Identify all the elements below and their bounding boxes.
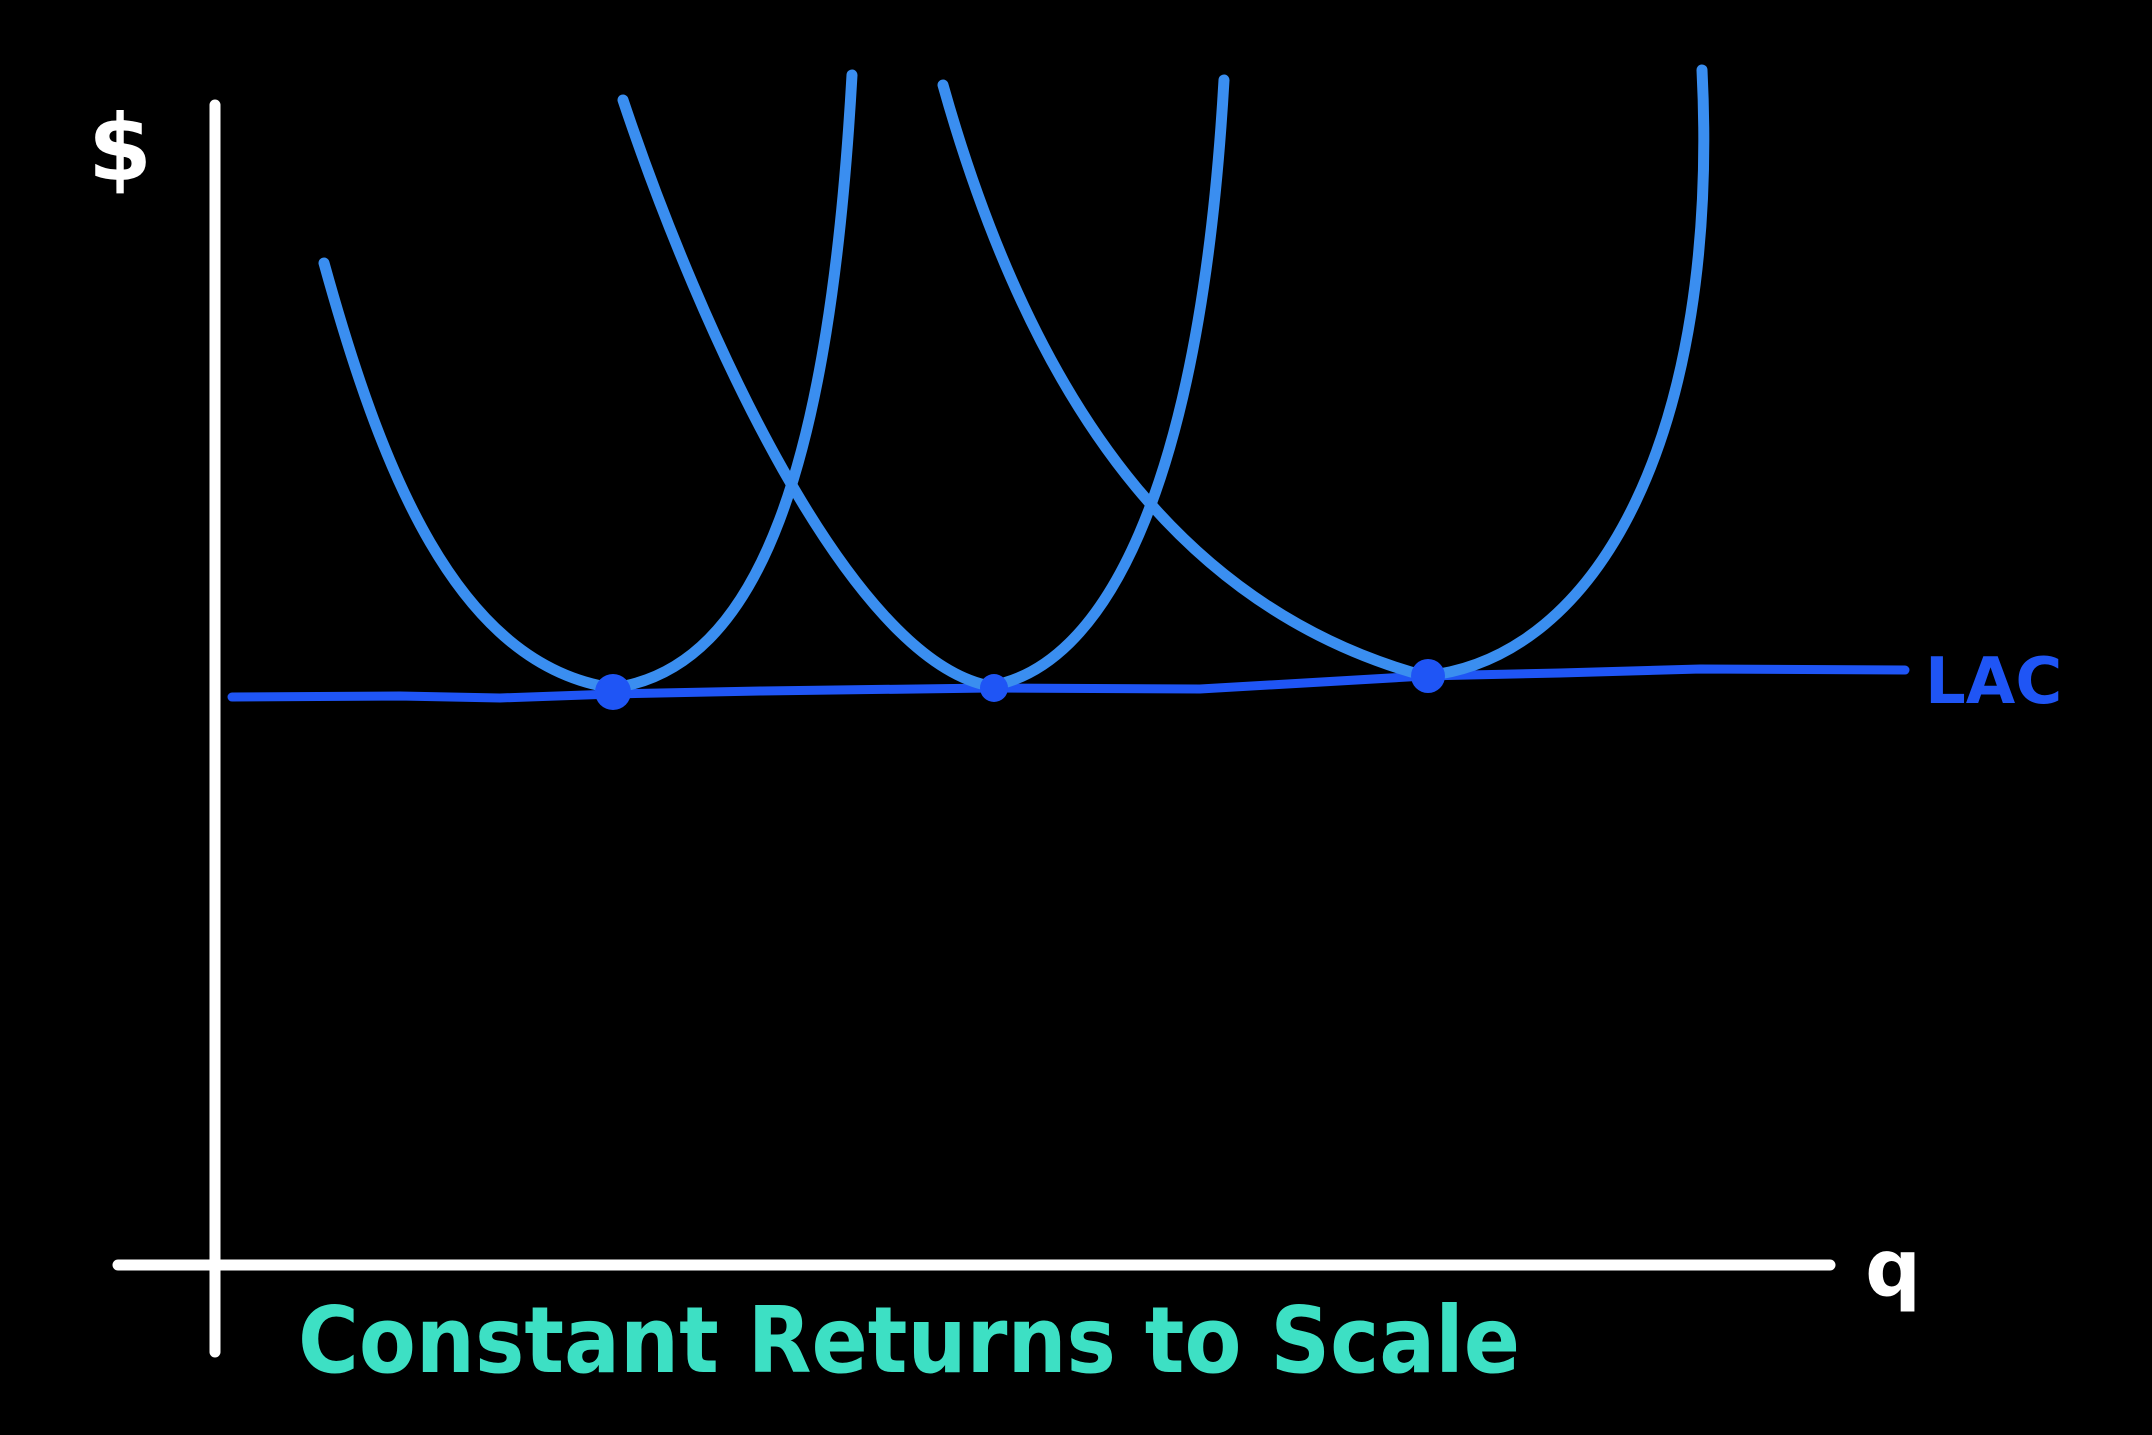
y-axis-label: $ xyxy=(88,95,152,202)
lac-label: LAC xyxy=(1925,645,2062,719)
sac-curve-3 xyxy=(937,64,1710,682)
sac-curve-1 xyxy=(318,69,858,694)
tangency-point-1 xyxy=(595,674,631,710)
sac-curve-2 xyxy=(617,74,1230,692)
tangency-point-3 xyxy=(1411,659,1445,693)
lac-curve xyxy=(227,664,1910,703)
diagram-caption: Constant Returns to Scale xyxy=(298,1287,1520,1394)
tangency-point-2 xyxy=(980,674,1008,702)
x-axis-label: q xyxy=(1865,1224,1921,1314)
